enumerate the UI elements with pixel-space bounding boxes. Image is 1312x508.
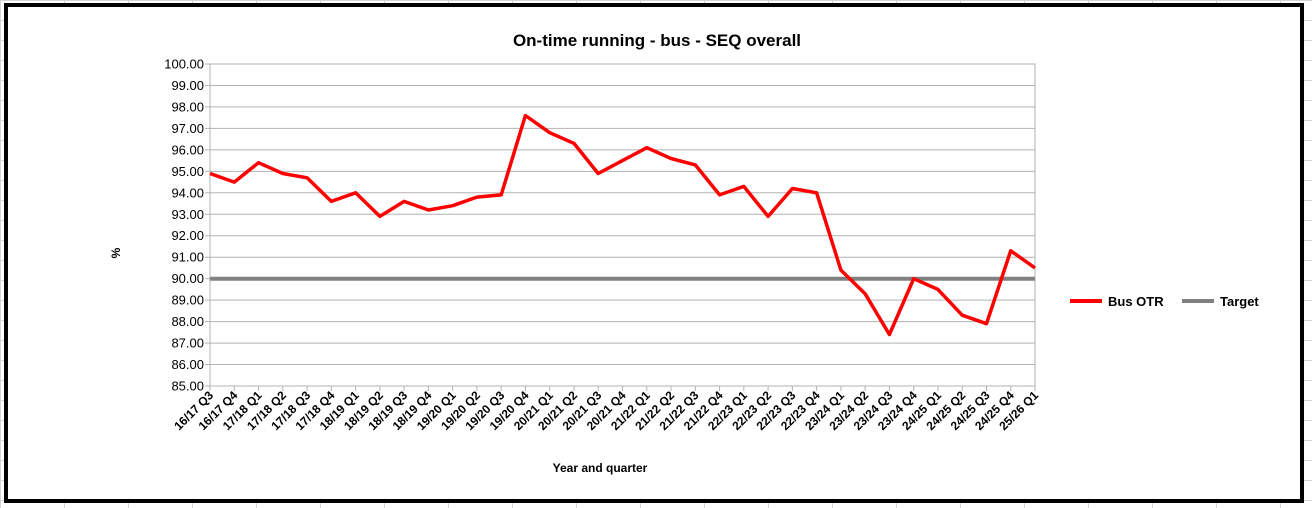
y-axis-ticks: 85.00 86.00 87.00 88.00 89.00 90.00 91.00 92.00… <box>164 57 210 394</box>
y-tick-label: 94.00 <box>171 185 204 200</box>
y-tick-label: 96.00 <box>171 142 204 157</box>
y-tick-label: 97.00 <box>171 121 204 136</box>
y-tick-label: 89.00 <box>171 293 204 308</box>
y-axis-title: % <box>109 247 123 258</box>
y-tick-label: 98.00 <box>171 99 204 114</box>
line-chart: On-time running - bus - SEQ overall 85.0… <box>109 31 1259 475</box>
x-axis-title: Year and quarter <box>553 461 648 475</box>
y-tick-label: 88.00 <box>171 314 204 329</box>
y-tick-label: 85.00 <box>171 379 204 394</box>
y-tick-label: 100.00 <box>164 57 204 72</box>
chart-container: On-time running - bus - SEQ overall 85.0… <box>4 3 1304 503</box>
y-tick-label: 90.00 <box>171 271 204 286</box>
y-tick-label: 91.00 <box>171 250 204 265</box>
legend-label: Bus OTR <box>1108 294 1164 309</box>
y-tick-label: 99.00 <box>171 78 204 93</box>
plot-area <box>209 63 1036 387</box>
y-tick-label: 95.00 <box>171 164 204 179</box>
y-tick-label: 87.00 <box>171 336 204 351</box>
y-tick-label: 93.00 <box>171 207 204 222</box>
y-tick-label: 92.00 <box>171 228 204 243</box>
series-lines <box>209 113 1037 337</box>
y-tick-label: 86.00 <box>171 357 204 372</box>
legend: Bus OTR Target <box>1070 294 1259 309</box>
gridlines <box>210 63 1035 387</box>
series-line-bus-otr <box>209 113 1037 337</box>
legend-label: Target <box>1220 294 1259 309</box>
chart-title: On-time running - bus - SEQ overall <box>513 31 801 50</box>
